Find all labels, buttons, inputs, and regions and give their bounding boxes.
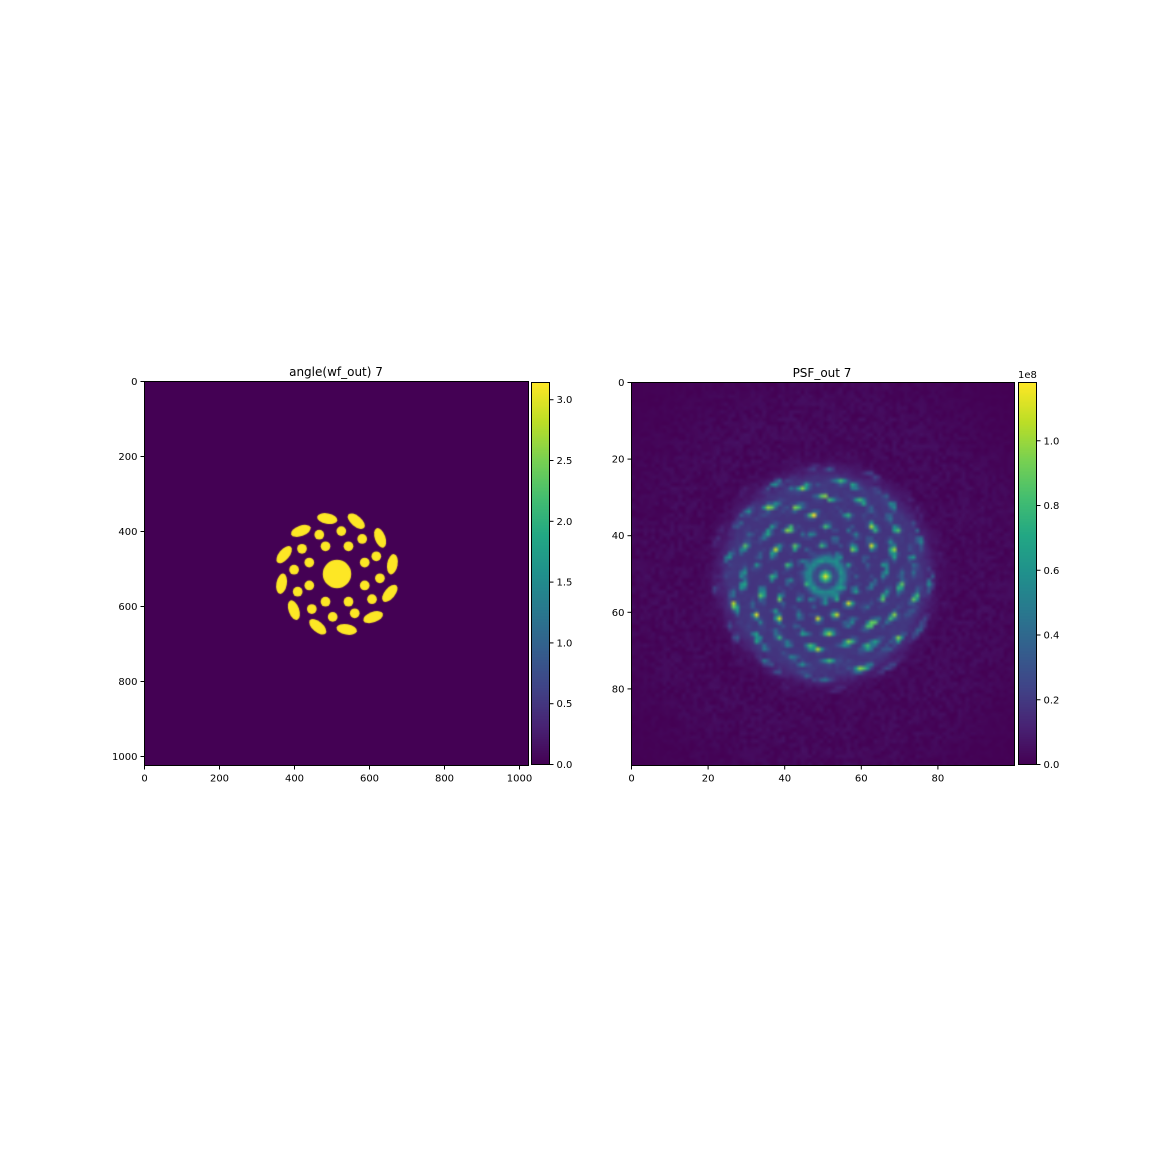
phase-colorbar-frame — [531, 382, 550, 765]
phase-y-tick-label: 1000 — [112, 752, 137, 763]
psf-x-tick-label: 20 — [702, 774, 715, 785]
psf-y-tick-label: 40 — [612, 531, 625, 542]
phase-colorbar-tick-label: 2.0 — [557, 517, 573, 528]
psf-colorbar — [1018, 382, 1037, 765]
phase-colorbar-tick-label: 0.5 — [557, 699, 573, 710]
phase-image — [144, 381, 529, 766]
phase-x-tick-label: 0 — [141, 774, 147, 785]
psf-y-tick-label: 0 — [618, 378, 624, 389]
psf-colorbar-frame — [1018, 382, 1037, 765]
phase-x-tick-label: 800 — [435, 774, 454, 785]
psf-colorbar-offset-label: 1e8 — [1018, 370, 1037, 381]
phase-image-container — [144, 381, 529, 766]
phase-colorbar-ticks: 0.0 0.5 1.0 1.5 2.0 2.5 3.0 — [549, 395, 573, 771]
psf-colorbar-ticks: 0.0 0.2 0.4 0.6 0.8 1.0 — [1036, 436, 1060, 771]
phase-title: angle(wf_out) 7 — [289, 365, 383, 379]
phase-x-tick-label: 200 — [210, 774, 229, 785]
psf-colorbar-tick-label: 0.0 — [1044, 760, 1060, 771]
psf-ticks: 0 20 40 60 80 0 20 40 60 80 — [612, 378, 945, 785]
phase-y-tick-label: 400 — [118, 527, 137, 538]
psf-colorbar-tick-label: 1.0 — [1044, 436, 1060, 447]
psf-x-tick-label: 40 — [778, 774, 791, 785]
phase-colorbar-container — [531, 382, 550, 765]
psf-colorbar-tick-label: 0.4 — [1044, 631, 1060, 642]
psf-x-tick-label: 0 — [628, 774, 634, 785]
phase-y-tick-label: 800 — [118, 677, 137, 688]
psf-x-tick-label: 80 — [932, 774, 945, 785]
phase-colorbar-tick-label: 1.0 — [557, 638, 573, 649]
phase-y-tick-label: 600 — [118, 602, 137, 613]
phase-colorbar-tick-label: 3.0 — [557, 395, 573, 406]
phase-y-tick-label: 0 — [131, 377, 137, 388]
psf-axes-frame — [631, 382, 1015, 766]
phase-ticks: 0 200 400 600 800 1000 0 200 400 600 800 1000 — [112, 377, 532, 785]
phase-colorbar-tick-label: 0.0 — [557, 760, 573, 771]
psf-colorbar-tick-label: 0.2 — [1044, 695, 1060, 706]
phase-axes-frame — [144, 381, 529, 766]
phase-x-tick-label: 400 — [285, 774, 304, 785]
phase-panel: angle(wf_out) 7 0 200 400 600 800 1000 0 200 400… — [112, 365, 572, 785]
psf-image — [631, 382, 1015, 766]
psf-y-tick-label: 20 — [612, 455, 625, 466]
psf-x-tick-label: 60 — [855, 774, 868, 785]
psf-image-container — [631, 382, 1015, 766]
psf-y-tick-label: 80 — [612, 684, 625, 695]
psf-title: PSF_out 7 — [793, 366, 852, 380]
psf-y-tick-label: 60 — [612, 608, 625, 619]
phase-x-tick-label: 1000 — [507, 774, 532, 785]
psf-colorbar-container — [1018, 382, 1037, 765]
phase-x-tick-label: 600 — [360, 774, 379, 785]
phase-y-tick-label: 200 — [118, 452, 137, 463]
phase-colorbar-tick-label: 2.5 — [557, 456, 573, 467]
phase-colorbar-tick-label: 1.5 — [557, 578, 573, 589]
phase-colorbar — [531, 382, 550, 765]
psf-colorbar-tick-label: 0.8 — [1044, 501, 1060, 512]
psf-colorbar-tick-label: 0.6 — [1044, 566, 1060, 577]
